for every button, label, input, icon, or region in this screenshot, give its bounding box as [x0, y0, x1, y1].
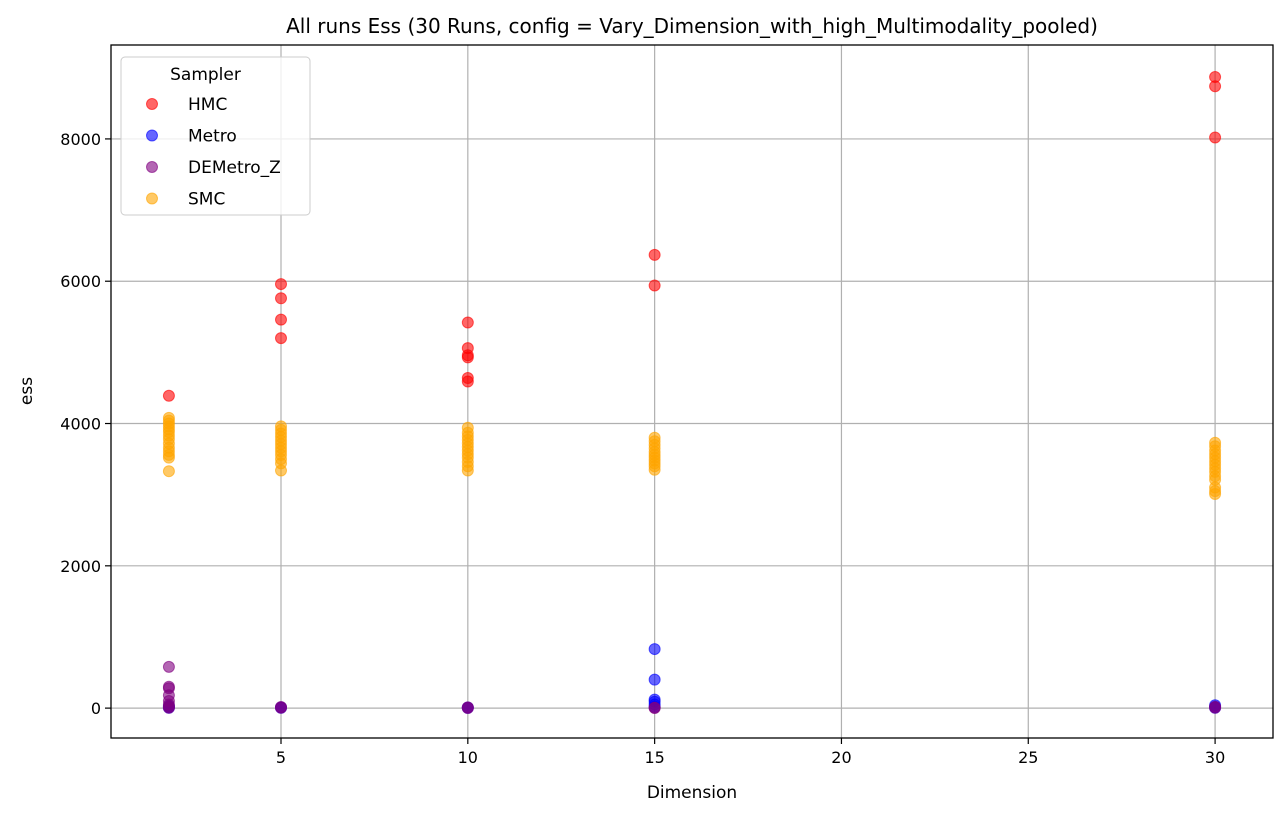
point-demetro-z [1209, 701, 1222, 714]
grid-lines [111, 45, 1273, 738]
x-axis-ticks: 5 10 15 20 25 30 [276, 738, 1225, 767]
y-tick-label: 0 [91, 699, 101, 718]
point-metro [648, 673, 661, 686]
point-hmc [461, 351, 474, 364]
y-tick-label: 6000 [60, 272, 101, 291]
legend-title: Sampler [170, 65, 241, 85]
legend-box [120, 56, 311, 216]
legend-marker [146, 98, 158, 110]
point-smc [648, 463, 661, 476]
point-hmc [648, 248, 661, 261]
point-hmc [275, 313, 288, 326]
point-hmc [162, 389, 175, 402]
legend-marker [146, 192, 158, 205]
legend-entry: HMC [188, 95, 227, 115]
point-hmc [648, 279, 661, 292]
point-demetro-z [275, 701, 288, 714]
plot-frame [110, 44, 1274, 739]
x-tick-label: 30 [1205, 748, 1225, 767]
y-axis-label: ess [17, 377, 37, 405]
x-tick-label: 5 [276, 748, 286, 767]
legend-marker [146, 129, 158, 142]
point-demetro-z [461, 701, 474, 714]
legend-marker [146, 161, 158, 173]
point-smc [1209, 487, 1222, 500]
x-axis-label: Dimension [647, 783, 737, 803]
point-demetro-z [162, 660, 175, 673]
point-smc [162, 451, 175, 464]
y-tick-label: 2000 [60, 557, 101, 576]
point-smc [275, 464, 288, 477]
point-hmc [461, 375, 474, 388]
legend-entry: DEMetro_Z [188, 158, 281, 178]
y-tick-label: 4000 [60, 415, 101, 434]
point-smc [162, 465, 175, 478]
point-hmc [275, 292, 288, 305]
point-hmc [275, 278, 288, 291]
x-tick-label: 10 [458, 748, 478, 767]
x-tick-label: 15 [644, 748, 664, 767]
point-hmc [461, 316, 474, 329]
point-smc [461, 464, 474, 477]
point-hmc [1209, 131, 1222, 144]
y-axis-ticks: 0 2000 4000 6000 8000 [60, 130, 111, 718]
chart-title: All runs Ess (30 Runs, config = Vary_Dim… [286, 14, 1098, 38]
x-tick-label: 20 [831, 748, 851, 767]
legend: Sampler HMC Metro DEMetro_Z SMC [120, 56, 311, 216]
y-tick-label: 8000 [60, 130, 101, 149]
point-metro [648, 643, 661, 656]
legend-entry: Metro [188, 127, 237, 147]
x-tick-label: 25 [1018, 748, 1038, 767]
data-points [162, 71, 1222, 715]
point-demetro-z [162, 701, 175, 714]
point-demetro-z [648, 702, 661, 715]
point-hmc [275, 332, 288, 345]
legend-entry: SMC [188, 190, 225, 210]
point-hmc [1209, 80, 1222, 93]
